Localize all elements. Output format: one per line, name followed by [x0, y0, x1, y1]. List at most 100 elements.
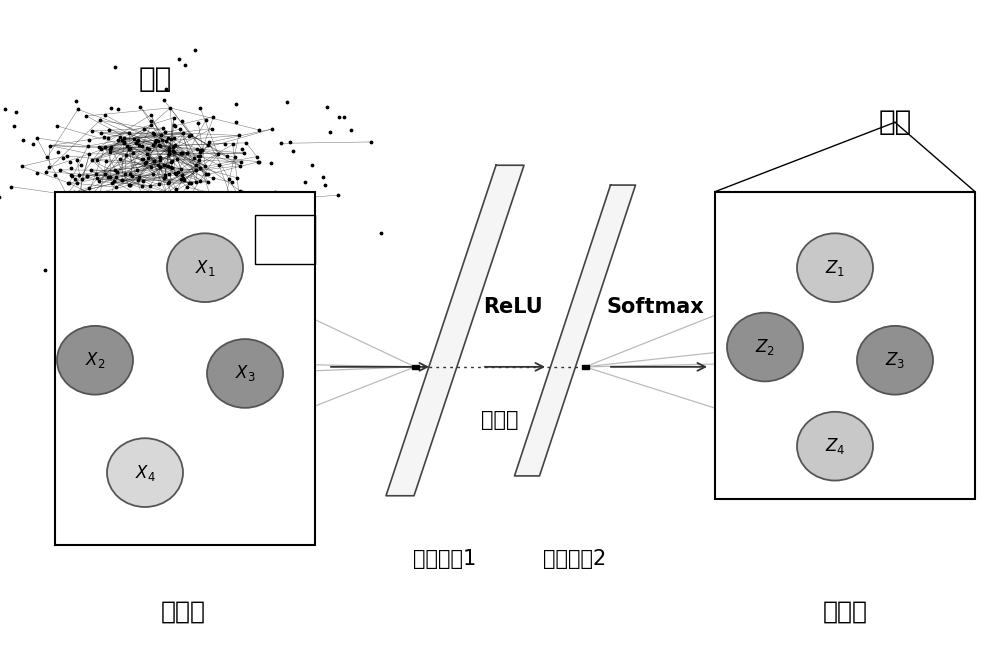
Point [100, 172, 116, 182]
Point [181, 131, 197, 141]
Point [142, 253, 158, 263]
Point [79, 171, 95, 181]
Point [217, 138, 233, 149]
Point [151, 139, 167, 150]
Point [317, 180, 333, 191]
Point [6, 121, 22, 132]
Point [55, 153, 71, 163]
Point [336, 112, 352, 122]
Point [150, 136, 166, 147]
Point [282, 136, 298, 147]
Point [104, 177, 120, 188]
Point [231, 130, 247, 141]
Point [167, 168, 183, 178]
Point [107, 165, 123, 176]
Point [152, 141, 168, 151]
Point [122, 179, 138, 190]
Point [88, 210, 104, 221]
Point [159, 190, 175, 200]
Point [343, 125, 359, 136]
Point [158, 208, 174, 218]
Point [102, 147, 118, 157]
Point [221, 174, 237, 184]
Point [205, 173, 221, 184]
Point [219, 151, 235, 161]
Point [138, 157, 154, 168]
Point [166, 120, 182, 130]
Text: $Z_{3}$: $Z_{3}$ [885, 350, 905, 370]
Point [92, 115, 108, 126]
Point [204, 124, 220, 134]
Point [157, 169, 173, 180]
Point [134, 191, 150, 202]
Point [73, 159, 89, 170]
Point [167, 140, 183, 151]
Point [158, 83, 174, 94]
Point [173, 148, 189, 159]
Point [175, 128, 191, 138]
Point [143, 116, 159, 126]
Point [84, 155, 100, 166]
Point [69, 178, 85, 188]
Point [114, 134, 130, 145]
Point [63, 170, 79, 180]
Point [103, 103, 119, 114]
Point [170, 167, 186, 177]
Point [161, 146, 177, 157]
Point [81, 182, 97, 193]
Point [118, 149, 134, 160]
Point [192, 146, 208, 157]
Point [192, 103, 208, 114]
Point [98, 156, 114, 167]
Point [29, 168, 45, 178]
Point [122, 169, 138, 179]
Point [49, 120, 65, 131]
Point [174, 170, 190, 180]
Point [168, 184, 184, 194]
Point [8, 107, 24, 118]
Point [107, 61, 123, 72]
Text: 输出: 输出 [878, 108, 912, 136]
Point [188, 165, 204, 176]
Point [15, 135, 31, 145]
Point [74, 192, 90, 202]
Point [116, 137, 132, 148]
Point [63, 163, 79, 173]
Point [71, 225, 87, 236]
Point [145, 139, 161, 150]
Point [161, 143, 177, 153]
Point [74, 173, 90, 184]
Point [192, 163, 208, 174]
Point [164, 202, 180, 213]
Point [161, 149, 177, 159]
Point [93, 143, 109, 154]
Point [146, 129, 162, 139]
Point [200, 176, 216, 187]
Point [239, 206, 255, 217]
Point [67, 174, 83, 184]
Point [69, 155, 85, 165]
Text: 隐藏层: 隐藏层 [481, 410, 519, 430]
Point [139, 149, 155, 160]
Point [166, 133, 182, 143]
Point [81, 135, 97, 145]
Ellipse shape [727, 313, 803, 381]
Point [194, 144, 210, 155]
Point [234, 187, 250, 198]
Point [163, 162, 179, 173]
Point [121, 180, 137, 190]
Point [165, 145, 181, 156]
Text: $X_{1}$: $X_{1}$ [195, 258, 215, 278]
Point [68, 96, 84, 106]
Point [119, 141, 135, 151]
Point [295, 192, 311, 203]
Point [129, 136, 145, 146]
Point [160, 133, 176, 143]
Point [155, 123, 171, 134]
Point [38, 167, 54, 177]
Point [198, 114, 214, 125]
Point [168, 215, 184, 225]
Point [161, 149, 177, 159]
Point [0, 192, 7, 202]
Text: $X_{3}$: $X_{3}$ [235, 364, 255, 383]
